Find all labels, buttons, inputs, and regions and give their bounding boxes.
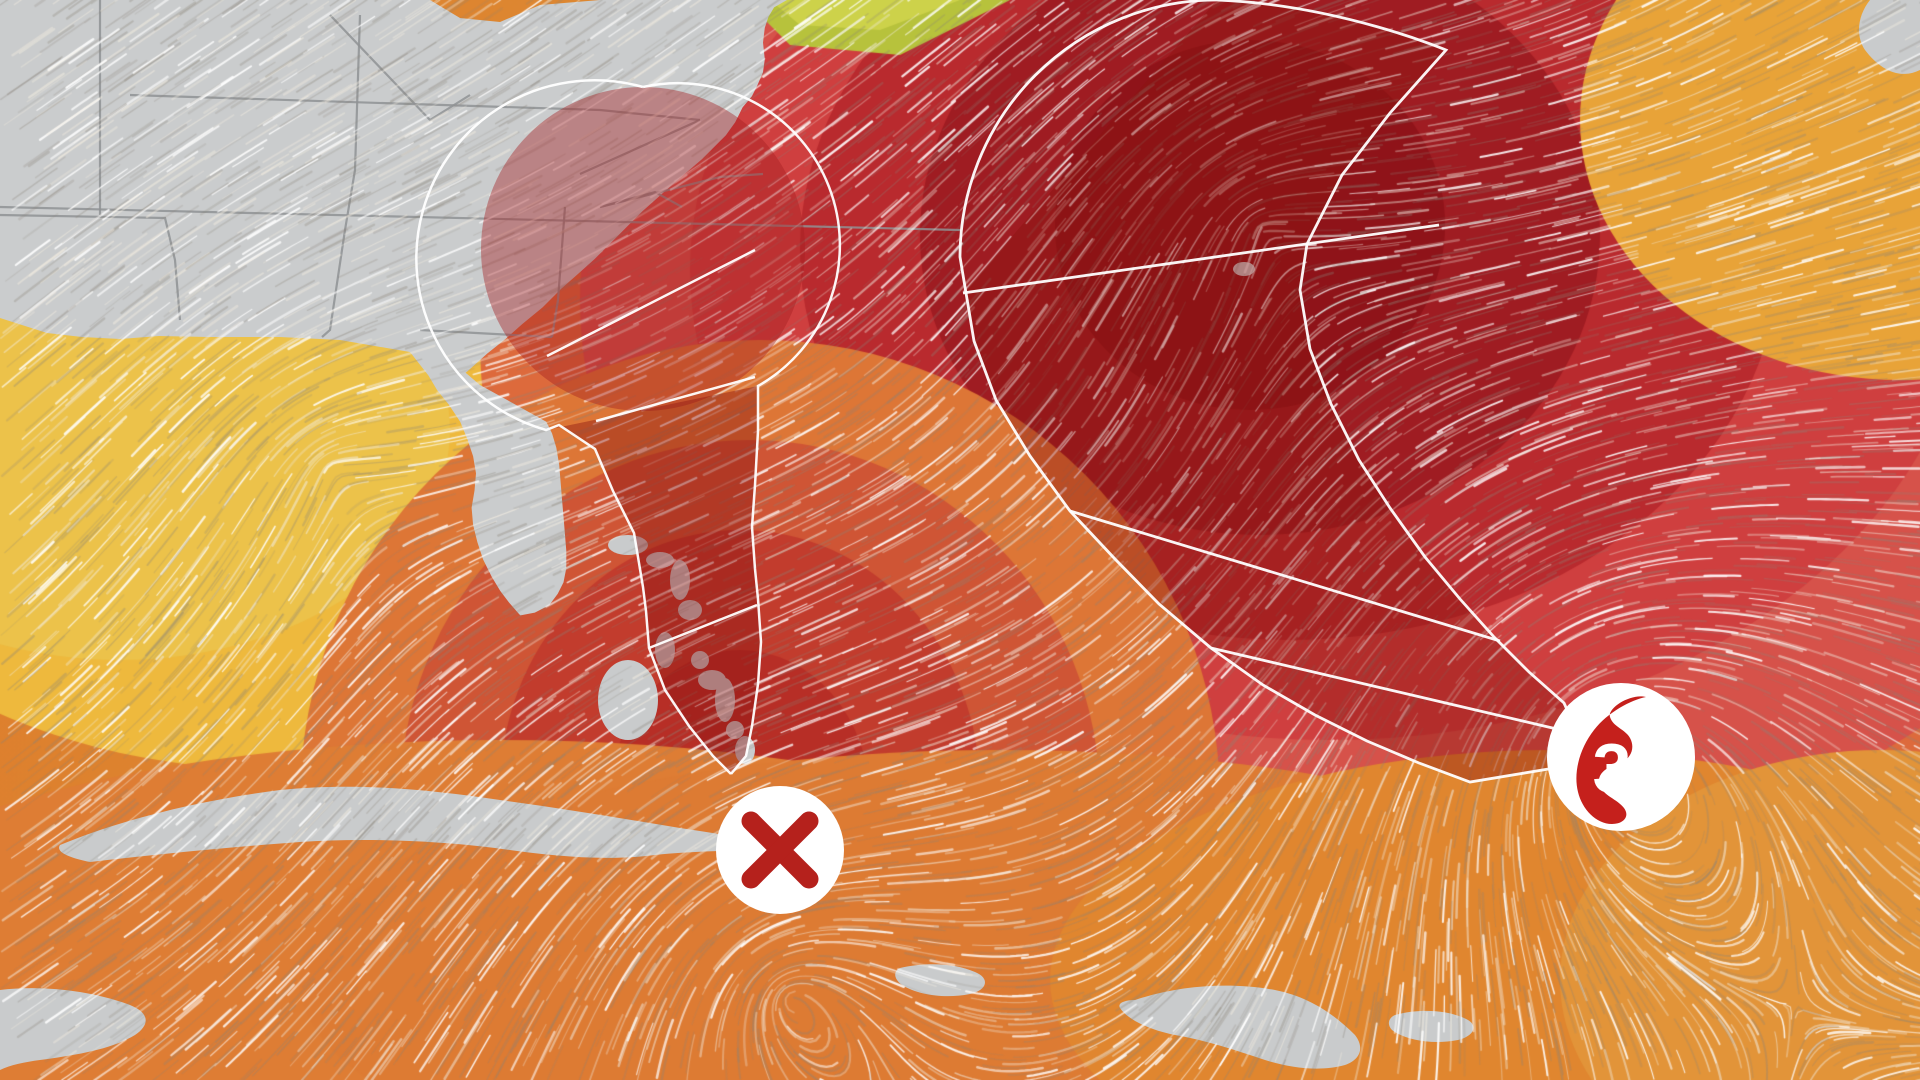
svg-text:3: 3 — [1593, 729, 1632, 807]
